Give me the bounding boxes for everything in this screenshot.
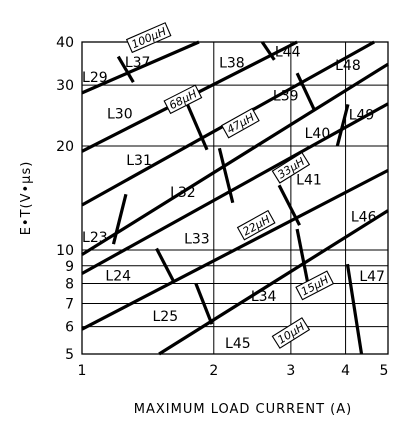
y-tick-label: 40 bbox=[56, 35, 74, 51]
region-label: L49 bbox=[349, 107, 375, 123]
boundary-line bbox=[81, 40, 200, 95]
separator-line bbox=[217, 147, 235, 204]
region-label: L39 bbox=[273, 89, 299, 105]
separator-line bbox=[335, 103, 350, 147]
region-label: L44 bbox=[275, 44, 301, 60]
region-label: L48 bbox=[335, 58, 361, 74]
x-axis-label: MAXIMUM LOAD CURRENT (A) bbox=[134, 402, 352, 417]
y-tick-label: 10 bbox=[56, 243, 74, 259]
separator-line bbox=[116, 55, 135, 84]
y-tick-label: 20 bbox=[56, 139, 74, 155]
region-label: L31 bbox=[126, 153, 152, 169]
inductance-tag: 47µH bbox=[221, 107, 260, 139]
x-tick-labels: 1 2 3 4 5 bbox=[78, 363, 389, 379]
x-tick-label: 3 bbox=[286, 363, 295, 379]
inductance-tag: 15µH bbox=[295, 270, 335, 301]
inductance-tag: 68µH bbox=[163, 84, 203, 115]
inductance-tag-box bbox=[271, 317, 311, 349]
inductance-tag-box bbox=[295, 270, 335, 301]
separator-line bbox=[295, 228, 310, 284]
region-label: L30 bbox=[107, 107, 133, 123]
y-tick-label: 5 bbox=[65, 347, 74, 363]
separator-line bbox=[295, 72, 317, 112]
grid-lines bbox=[82, 42, 388, 354]
y-tick-label: 8 bbox=[65, 276, 74, 292]
y-tick-label: 6 bbox=[65, 320, 74, 336]
inductance-tag: 10µH bbox=[271, 317, 311, 349]
region-label: L45 bbox=[225, 336, 251, 352]
x-tick-label: 1 bbox=[78, 363, 87, 379]
region-label: L38 bbox=[219, 55, 245, 71]
separator-line bbox=[277, 184, 301, 226]
region-label: L41 bbox=[296, 172, 322, 188]
x-tick-label: 5 bbox=[380, 363, 389, 379]
region-label: L24 bbox=[105, 268, 131, 284]
region-label: L29 bbox=[82, 70, 108, 86]
inductance-tag-box bbox=[236, 209, 276, 241]
inductance-tag-box bbox=[163, 84, 203, 115]
boundary-line bbox=[81, 102, 389, 275]
x-tick-label: 4 bbox=[341, 363, 350, 379]
region-label: L40 bbox=[305, 126, 331, 142]
region-label: L25 bbox=[153, 309, 179, 325]
inductance-boundary-lines bbox=[81, 40, 389, 356]
inductance-tag-box bbox=[271, 151, 311, 184]
y-tick-label: 30 bbox=[56, 78, 74, 94]
region-label: L37 bbox=[125, 55, 151, 71]
y-tick-label: 9 bbox=[65, 259, 74, 275]
boundary-line bbox=[81, 168, 389, 331]
boundary-line bbox=[81, 62, 389, 256]
y-axis-label: E•T(V•µs) bbox=[19, 161, 34, 236]
separator-line bbox=[155, 247, 176, 283]
region-label: L34 bbox=[251, 289, 277, 305]
region-label: L23 bbox=[82, 230, 108, 246]
region-label: L46 bbox=[351, 210, 377, 226]
inductance-tag-text: 100µH bbox=[130, 25, 168, 51]
inductance-tag-box bbox=[125, 22, 172, 54]
region-labels: L29 L37 L38 L44 L48 L30 L39 L49 L40 L31 L32 L41 L46 L… bbox=[82, 44, 385, 352]
inductance-tag: 22µH bbox=[236, 209, 276, 241]
separator-line bbox=[194, 282, 214, 325]
separator-line bbox=[260, 41, 276, 61]
region-label: L33 bbox=[184, 231, 210, 247]
plot-frame bbox=[81, 41, 389, 355]
inductance-tag: 100µH bbox=[125, 22, 172, 54]
region-separator-lines bbox=[111, 41, 364, 355]
separator-line bbox=[111, 193, 128, 245]
region-label: L47 bbox=[359, 269, 385, 285]
region-label: L32 bbox=[170, 185, 196, 201]
separator-line bbox=[345, 263, 364, 355]
y-tick-label: 7 bbox=[65, 297, 74, 313]
x-tick-label: 2 bbox=[209, 363, 218, 379]
boundary-line bbox=[158, 209, 389, 356]
inductance-tag-box bbox=[221, 107, 260, 139]
